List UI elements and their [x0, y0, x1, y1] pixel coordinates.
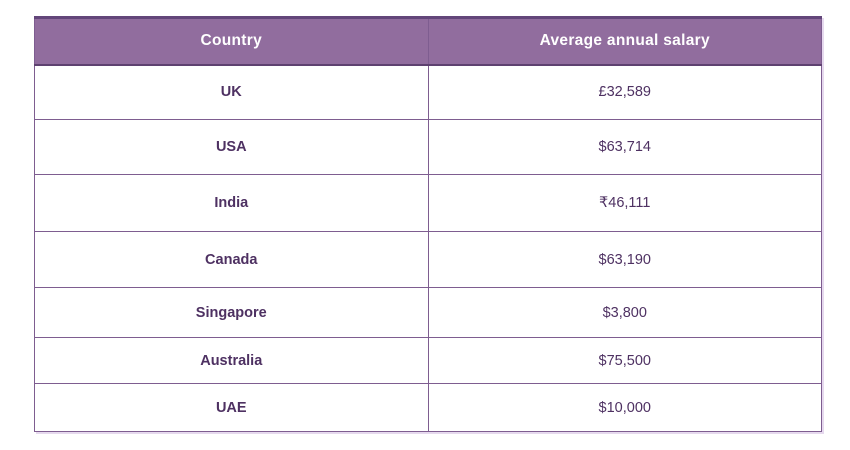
- table-header: Country Average annual salary: [34, 16, 822, 66]
- column-header-salary: Average annual salary: [427, 16, 822, 66]
- country-cell: Australia: [34, 337, 429, 384]
- country-cell: India: [34, 174, 429, 232]
- table-row: Australia $75,500: [34, 337, 822, 384]
- table-row: Singapore $3,800: [34, 287, 822, 338]
- country-cell: Singapore: [34, 287, 429, 338]
- country-cell: UAE: [34, 383, 429, 432]
- table-row: Canada $63,190: [34, 231, 822, 288]
- table-row: UAE $10,000: [34, 383, 822, 432]
- salary-cell: $75,500: [427, 337, 822, 384]
- salary-cell: $3,800: [427, 287, 822, 338]
- country-cell: USA: [34, 119, 429, 175]
- table-row: UK £32,589: [34, 64, 822, 120]
- salary-cell: $10,000: [427, 383, 822, 432]
- table-row: India ₹46,111: [34, 174, 822, 232]
- table-row: USA $63,714: [34, 119, 822, 175]
- salary-cell: $63,714: [427, 119, 822, 175]
- country-cell: Canada: [34, 231, 429, 288]
- salary-table: Country Average annual salary UK £32,589…: [34, 16, 822, 432]
- table-body: UK £32,589 USA $63,714 India ₹46,111 Can…: [34, 64, 822, 432]
- header-row: Country Average annual salary: [34, 16, 822, 66]
- salary-cell: £32,589: [427, 64, 822, 120]
- column-header-country: Country: [34, 16, 429, 66]
- salary-cell: ₹46,111: [427, 174, 822, 232]
- country-cell: UK: [34, 64, 429, 120]
- salary-cell: $63,190: [427, 231, 822, 288]
